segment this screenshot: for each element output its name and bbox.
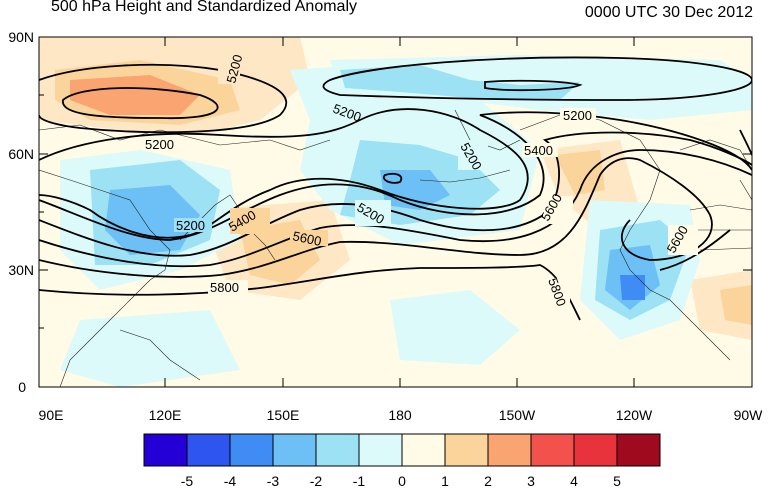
colorbar-swatch <box>272 433 317 467</box>
colorbar-label: 0 <box>398 473 406 488</box>
height-contours <box>39 56 752 321</box>
colorbar-swatch <box>143 433 188 467</box>
colorbar-swatch <box>229 433 274 467</box>
contour-label: 5200 <box>176 218 205 233</box>
lon-label-150e: 150E <box>267 407 300 423</box>
colorbar-label: -3 <box>267 473 280 488</box>
colorbar-label: 3 <box>527 473 535 488</box>
colorbar-label: -1 <box>353 473 366 488</box>
longitude-axis: 90E 120E 150E 180 150W 120W 90W <box>38 37 764 423</box>
contour-label: 5200 <box>223 53 245 85</box>
colorbar-label: 1 <box>441 473 449 488</box>
contour-label: 5200 <box>563 108 592 123</box>
lon-label-150w: 150W <box>499 407 536 423</box>
colorbar-label: 5 <box>613 473 621 488</box>
colorbar: -5 -4 -3 -2 -1 0 1 2 3 4 5 <box>143 433 661 488</box>
colorbar-label: -5 <box>181 473 194 488</box>
contour-label: 5200 <box>145 137 174 152</box>
colorbar-swatch <box>573 433 618 467</box>
lat-label-0: 0 <box>18 379 26 395</box>
lon-label-180: 180 <box>388 407 412 423</box>
colorbar-swatch <box>401 433 446 467</box>
lon-label-120e: 120E <box>149 407 182 423</box>
lon-label-90w: 90W <box>734 407 764 423</box>
colorbar-label: 2 <box>484 473 492 488</box>
colorbar-swatch <box>530 433 575 467</box>
colorbar-swatch <box>315 433 360 467</box>
contour-label: 5400 <box>524 143 553 158</box>
lon-label-120w: 120W <box>616 407 653 423</box>
colorbar-swatch <box>487 433 532 467</box>
contour-label: 5600 <box>291 228 322 249</box>
lon-label-90e: 90E <box>39 407 64 423</box>
lat-label-60n: 60N <box>8 146 34 162</box>
lat-label-90n: 90N <box>8 29 34 45</box>
colorbar-swatch <box>616 433 661 467</box>
latitude-axis: 90N 60N 30N 0 <box>8 29 752 395</box>
colorbar-label: -4 <box>224 473 237 488</box>
lat-label-30n: 30N <box>8 262 34 278</box>
colorbar-label: -2 <box>310 473 323 488</box>
contour-label: 5800 <box>210 280 239 295</box>
map-title: 500 hPa Height and Standardized Anomaly <box>51 0 357 15</box>
colorbar-label: 4 <box>570 473 578 488</box>
map-datetime: 0000 UTC 30 Dec 2012 <box>584 4 753 21</box>
colorbar-swatch <box>444 433 489 467</box>
colorbar-swatch <box>358 433 403 467</box>
contour-label-group: 5200 5200 5200 5200 5200 5200 5200 5400 … <box>143 53 698 310</box>
colorbar-swatch <box>186 433 231 467</box>
